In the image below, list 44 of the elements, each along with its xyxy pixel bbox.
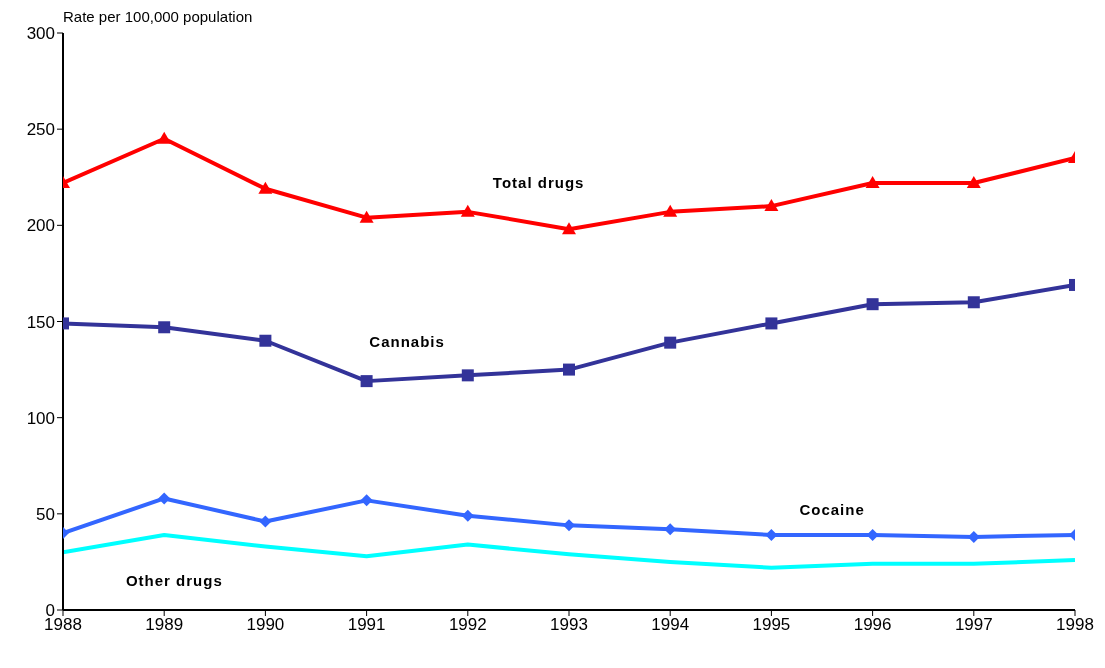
line-series	[63, 532, 1075, 570]
point	[663, 204, 678, 217]
y-tick-label: 300	[26, 24, 55, 44]
point	[563, 363, 575, 376]
point	[158, 321, 171, 334]
point	[966, 176, 981, 189]
y-tick-label: 200	[26, 216, 55, 236]
y-tick-label: 250	[26, 120, 55, 140]
point	[157, 131, 172, 144]
x-tick-label: 1996	[853, 615, 892, 635]
y-tick-label: 150	[26, 312, 55, 332]
point	[460, 204, 475, 217]
point	[259, 334, 272, 347]
x-tick-label: 1989	[145, 615, 184, 635]
point	[562, 222, 576, 235]
point	[764, 199, 779, 212]
series-label: Cocaine	[799, 500, 865, 518]
x-tick-label: 1992	[448, 615, 487, 635]
x-tick-label: 1993	[550, 615, 588, 635]
point	[158, 492, 171, 505]
point	[360, 494, 373, 507]
x-tick-label: 1990	[246, 615, 285, 635]
y-tick-label: 100	[26, 408, 55, 428]
y-axis-title: Rate per 100,000 population	[63, 8, 253, 25]
point	[259, 515, 272, 528]
y-tick-label: 50	[36, 504, 55, 524]
x-tick-label: 1998	[1056, 615, 1094, 635]
point	[866, 298, 879, 311]
point	[563, 519, 575, 532]
x-tick-label: 1995	[752, 615, 791, 635]
point	[360, 375, 373, 388]
point	[865, 176, 880, 189]
point	[461, 369, 474, 382]
x-tick-label: 1994	[651, 615, 690, 635]
point	[765, 317, 778, 330]
series-label: Total drugs	[492, 173, 585, 191]
point	[967, 296, 980, 309]
x-tick-label: 1997	[954, 615, 993, 635]
point	[664, 336, 677, 349]
text: Other drugs	[125, 572, 223, 590]
point	[359, 210, 374, 223]
series-label: Cannabis	[369, 332, 445, 350]
point	[258, 181, 273, 194]
x-tick-label: 1991	[347, 615, 386, 635]
